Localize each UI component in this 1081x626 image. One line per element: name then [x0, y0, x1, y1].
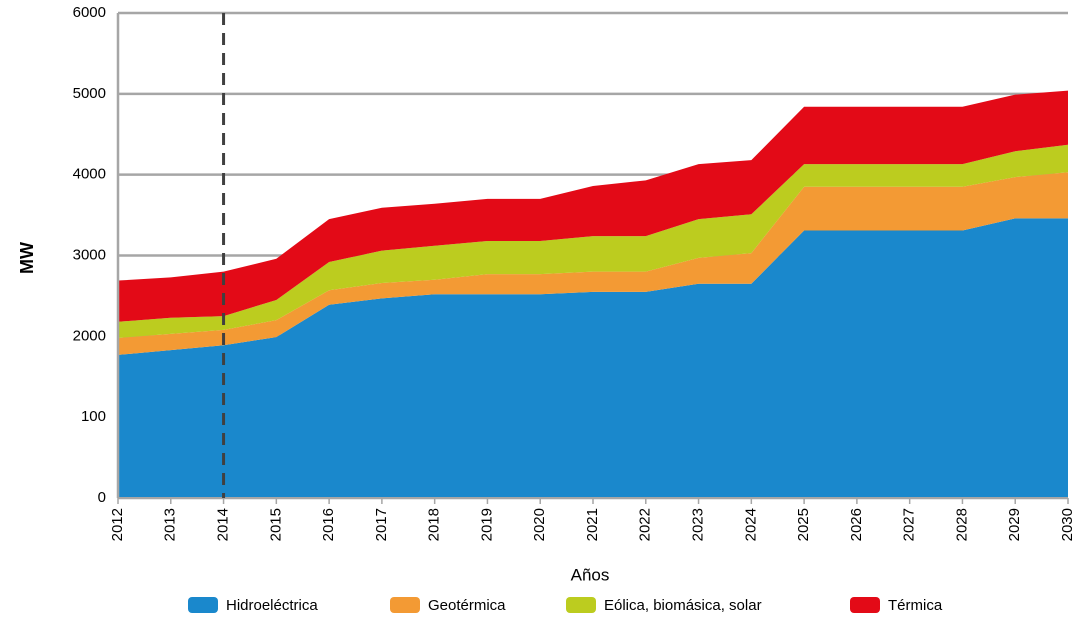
- legend-label: Térmica: [888, 597, 943, 614]
- x-tick-label: 2025: [795, 508, 812, 541]
- x-tick-label: 2014: [215, 508, 232, 541]
- x-tick-label: 2023: [690, 508, 707, 541]
- y-tick-label: 6000: [73, 4, 106, 21]
- x-tick-label: 2018: [426, 508, 443, 541]
- y-tick-label: 5000: [73, 85, 106, 102]
- legend-label: Eólica, biomásica, solar: [604, 597, 762, 614]
- legend-swatch: [390, 597, 420, 613]
- x-tick-label: 2012: [109, 508, 126, 541]
- x-tick-label: 2017: [373, 508, 390, 541]
- area: [118, 218, 1068, 499]
- y-tick-label: 100: [81, 408, 106, 425]
- x-tick-label: 2024: [742, 508, 759, 541]
- x-tick-label: 2013: [162, 508, 179, 541]
- legend-label: Geotérmica: [428, 597, 506, 614]
- x-tick-label: 2021: [584, 508, 601, 541]
- y-tick-label: 0: [98, 489, 106, 506]
- y-tick-label: 4000: [73, 166, 106, 183]
- area: [118, 144, 1068, 338]
- legend-swatch: [188, 597, 218, 613]
- x-tick-label: 2029: [1006, 508, 1023, 541]
- area: [118, 172, 1068, 355]
- x-tick-label: 2026: [848, 508, 865, 541]
- x-tick-label: 2030: [1059, 508, 1076, 541]
- x-axis-title: Años: [571, 565, 610, 584]
- x-tick-label: 2015: [267, 508, 284, 541]
- legend-swatch: [566, 597, 596, 613]
- y-axis-title: MW: [17, 242, 37, 274]
- x-tick-label: 2028: [953, 508, 970, 541]
- x-tick-label: 2019: [478, 508, 495, 541]
- legend-label: Hidroeléctrica: [226, 597, 318, 614]
- y-tick-label: 3000: [73, 246, 106, 263]
- x-tick-label: 2022: [637, 508, 654, 541]
- legend-swatch: [850, 597, 880, 613]
- y-tick-label: 2000: [73, 327, 106, 344]
- area: [118, 90, 1068, 322]
- x-tick-label: 2016: [320, 508, 337, 541]
- x-tick-label: 2027: [901, 508, 918, 541]
- x-tick-label: 2020: [531, 508, 548, 541]
